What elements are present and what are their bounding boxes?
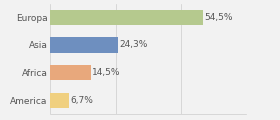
Text: 14,5%: 14,5% (92, 68, 121, 77)
Text: 54,5%: 54,5% (204, 13, 233, 22)
Text: 24,3%: 24,3% (120, 41, 148, 49)
Text: 6,7%: 6,7% (71, 96, 94, 105)
Bar (50, 37, 118, 53)
Bar (50, 65, 91, 80)
Bar (50, 10, 203, 25)
Bar (50, 93, 69, 108)
